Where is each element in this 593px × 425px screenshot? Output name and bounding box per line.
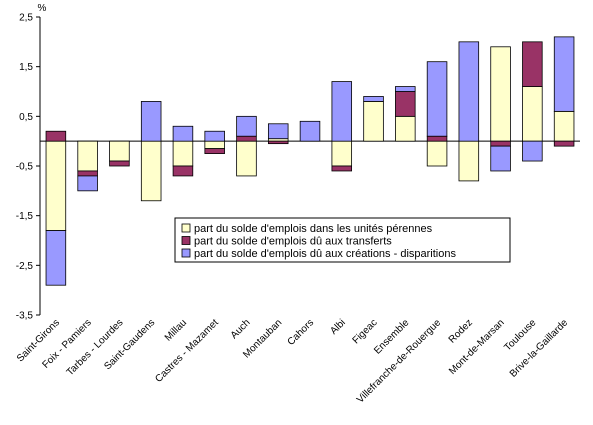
bar-segment-creations [45, 230, 67, 286]
bar-segment-transferts [172, 165, 194, 177]
bar-segment-transferts [267, 140, 289, 145]
bar-segment-creations [553, 36, 575, 112]
bar-segment-creations [236, 115, 257, 137]
bars-layer [45, 36, 575, 286]
category-label: Tarbes - Lourdes [65, 317, 126, 378]
category-label: Mont-de-Marsan [447, 317, 507, 377]
bar-segment-perennes [395, 115, 416, 142]
bar-segment-transferts [426, 135, 448, 142]
bar-segment-transferts [109, 160, 130, 167]
bar-segment-creations [426, 61, 448, 137]
legend-box [174, 217, 511, 263]
legend: part du solde d'emplois dans les unités … [174, 217, 511, 263]
bar-segment-transferts [236, 135, 257, 142]
bar-segment-transferts [522, 41, 543, 87]
bar-segment-creations [299, 120, 321, 142]
bar-segment-creations [140, 101, 162, 142]
category-label: Albi [328, 317, 348, 337]
bar-segment-perennes [331, 140, 353, 167]
y-tick-label: 2,5 [19, 13, 33, 24]
category-label: Figeac [351, 317, 380, 346]
bar-segment-creations [490, 145, 511, 172]
y-tick-label: 1,5 [19, 62, 33, 73]
category-label: Brive-la-Gaillarde [508, 317, 571, 380]
bar-segment-transferts [395, 91, 416, 117]
bar-segment-transferts [204, 148, 225, 154]
legend-swatch-creations [181, 248, 191, 258]
bar-segment-creations [331, 81, 353, 142]
bar-segment-transferts [553, 140, 575, 147]
bar-segment-transferts [490, 140, 511, 147]
bar-segment-creations [267, 123, 289, 140]
bar-segment-creations [172, 125, 194, 142]
bar-segment-perennes [109, 140, 130, 162]
legend-swatch-transferts [181, 236, 191, 245]
bar-segment-creations [395, 86, 416, 92]
bar-segment-perennes [204, 140, 225, 150]
bar-segment-perennes [363, 101, 384, 142]
y-axis-unit-label: % [38, 3, 47, 14]
bar-segment-perennes [45, 140, 67, 231]
bar-segment-perennes [140, 140, 162, 202]
category-label: Cahors [286, 317, 317, 348]
bar-segment-perennes [490, 46, 511, 142]
bar-segment-perennes [426, 140, 448, 167]
bar-segment-creations [77, 175, 98, 192]
bar-segment-perennes [553, 110, 575, 142]
bar-segment-creations [363, 96, 384, 102]
bar-segment-perennes [522, 86, 543, 142]
category-label: Millau [163, 317, 189, 343]
y-tick-label: -0,5 [16, 162, 34, 173]
legend-swatch-perennes [181, 223, 191, 233]
bar-segment-transferts [331, 165, 353, 172]
legend-label-transferts: part du solde d'emplois dû aux transfert… [194, 236, 392, 248]
category-label: Auch [229, 317, 253, 341]
y-tick-label: -3,5 [16, 311, 34, 322]
category-label: Rodez [447, 317, 475, 345]
category-label: Castres - Mazamet [153, 317, 221, 385]
bar-segment-perennes [236, 140, 257, 177]
legend-label-creations: part du solde d'emplois dû aux créations… [194, 248, 456, 260]
bar-segment-creations [204, 130, 225, 142]
y-tick-label: -1,5 [16, 211, 34, 222]
bar-segment-creations [458, 41, 480, 142]
bar-segment-transferts [45, 130, 67, 142]
y-tick-label: -2,5 [16, 261, 34, 272]
bar-segment-perennes [77, 140, 98, 172]
bar-segment-creations [522, 140, 543, 162]
bar-segment-perennes [458, 140, 480, 182]
bar-segment-transferts [77, 170, 98, 177]
legend-label-perennes: part du solde d'emplois dans les unités … [194, 223, 433, 235]
y-tick-label: 0,5 [19, 112, 33, 123]
bar-segment-perennes [172, 140, 194, 167]
